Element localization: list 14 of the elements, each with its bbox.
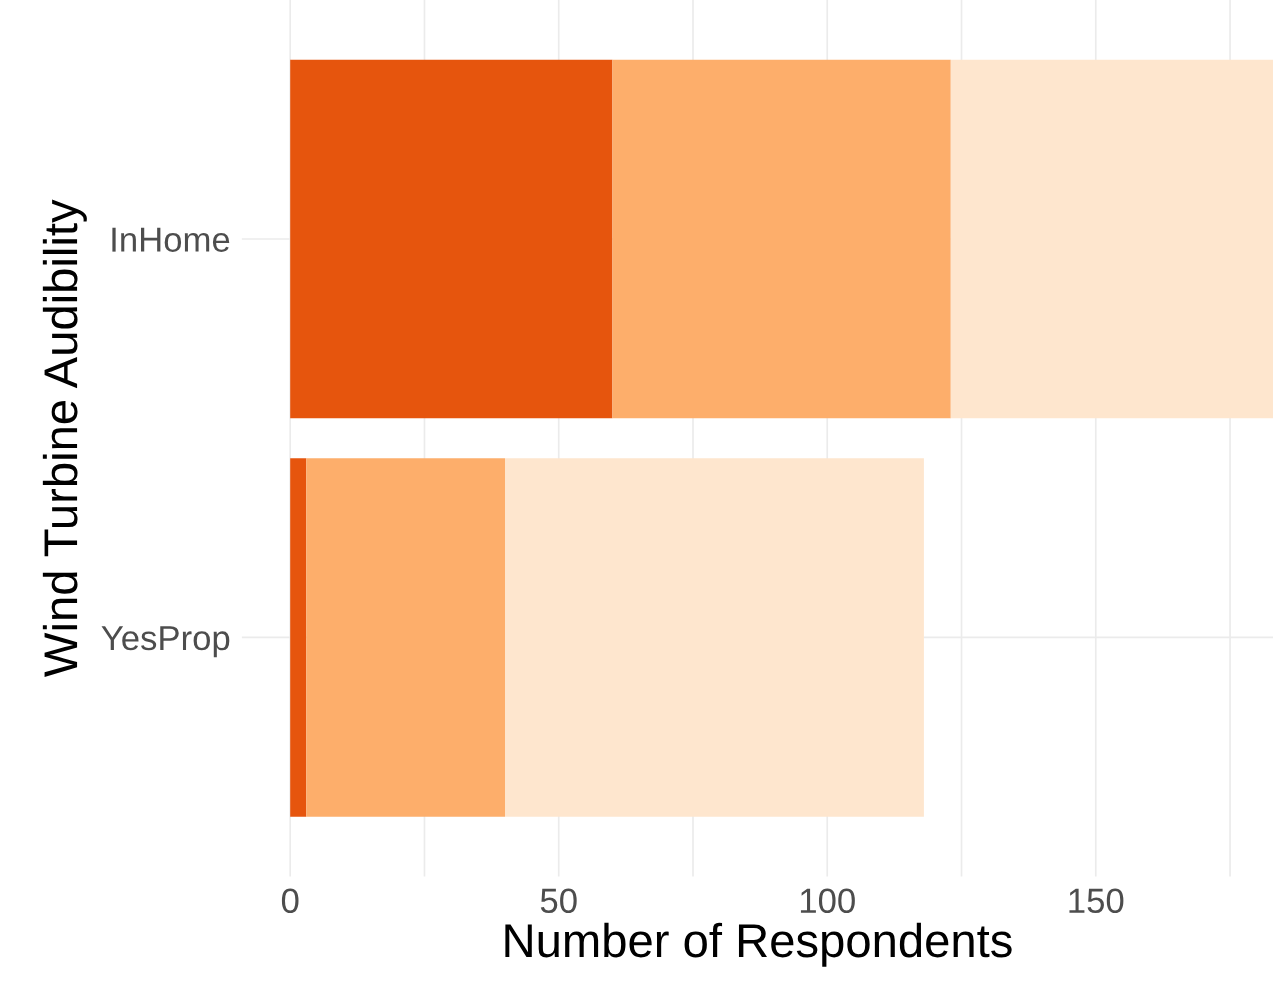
y-tick-label: InHome [112,227,230,252]
y-tick-label: YesProp [101,626,230,658]
x-axis-title: Number of Respondents [505,922,1012,967]
y-axis-title: Wind Turbine Audibility [42,199,87,677]
bar [290,59,613,419]
x-tick-label: 50 [540,888,577,914]
bar [612,59,951,419]
x-tick-label: 100 [800,888,855,914]
bar [505,458,924,817]
bar [950,59,1273,419]
bar [306,458,506,817]
x-tick-label: 150 [1069,888,1124,914]
bar [290,458,307,817]
x-tick-label: 0 [281,888,299,914]
